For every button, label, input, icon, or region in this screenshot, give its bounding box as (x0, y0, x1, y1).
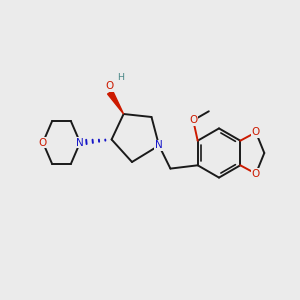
Text: O: O (189, 115, 197, 125)
Polygon shape (108, 91, 124, 114)
Text: O: O (105, 81, 114, 91)
Text: O: O (252, 169, 260, 179)
Text: N: N (155, 140, 163, 151)
Text: O: O (39, 137, 47, 148)
Text: H: H (117, 73, 124, 82)
Text: N: N (76, 137, 84, 148)
Text: O: O (252, 127, 260, 137)
